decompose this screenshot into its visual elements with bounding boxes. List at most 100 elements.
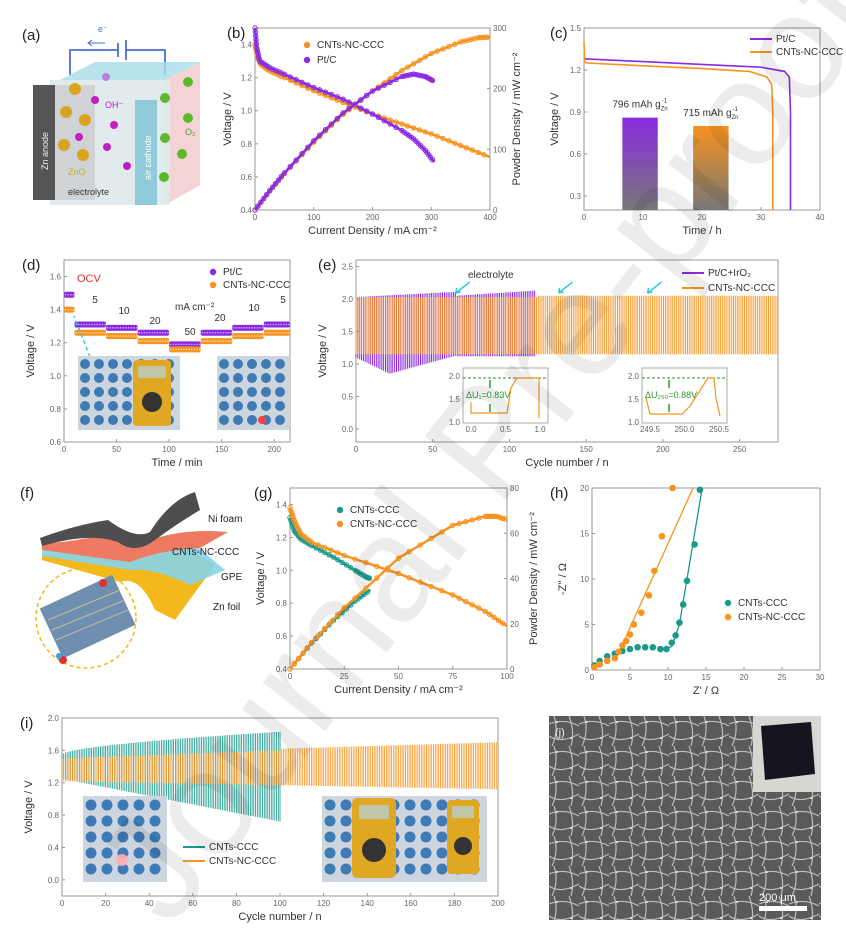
series-line-marker bbox=[287, 74, 293, 80]
photo-dot bbox=[80, 373, 90, 383]
step-segment bbox=[169, 341, 201, 348]
plot-frame bbox=[63, 259, 291, 443]
series-line-marker bbox=[416, 57, 423, 63]
series-line-marker bbox=[363, 108, 370, 114]
step-marker bbox=[235, 335, 238, 337]
step-marker bbox=[109, 335, 112, 337]
x-tick-label: 400 bbox=[483, 213, 497, 222]
y-tick-label: 0.4 bbox=[241, 206, 253, 215]
series-line-marker bbox=[374, 563, 380, 570]
ni-foam-layer bbox=[40, 492, 200, 549]
panel-a-schematic: (a) e⁻ Zn anode air cathode OH⁻ ZnO O₂ e… bbox=[0, 0, 220, 220]
legend-label: Pt/C bbox=[317, 55, 336, 66]
x-tick-label: 200 bbox=[491, 899, 505, 908]
step-marker bbox=[230, 340, 232, 342]
chart-svg: (i) 0 20 40 60 80 100 120 140 160 180 200 0.0 0.4 0.8 1… bbox=[20, 714, 505, 923]
data-point bbox=[669, 484, 676, 492]
air-cathode-plate bbox=[135, 100, 157, 205]
legend-label: CNTs-NC-CCC bbox=[209, 856, 276, 867]
photo-dot bbox=[436, 799, 448, 811]
y-tick-label: 1.2 bbox=[570, 66, 582, 75]
x-tick-label: 120 bbox=[317, 899, 331, 908]
multimeter-display bbox=[452, 806, 474, 818]
series-line-marker bbox=[429, 157, 436, 163]
photo-dot bbox=[275, 401, 285, 411]
step-marker bbox=[96, 323, 98, 326]
y-tick-label: 0.8 bbox=[50, 405, 62, 414]
photo-dot bbox=[85, 831, 97, 843]
step-marker bbox=[256, 327, 259, 329]
series-line-marker bbox=[486, 611, 493, 618]
step-marker bbox=[70, 293, 72, 296]
step-marker bbox=[232, 335, 235, 337]
y-tick-label: 1.2 bbox=[48, 779, 60, 788]
data-point bbox=[657, 645, 664, 653]
y-axis-title: Voltage / V bbox=[222, 92, 234, 146]
series-line-marker bbox=[381, 82, 387, 88]
series-line-marker bbox=[289, 510, 295, 516]
step-marker bbox=[85, 332, 88, 334]
series-line-marker bbox=[341, 552, 347, 559]
electrolyte-refill-arrow-icon bbox=[455, 281, 471, 294]
photo-dot bbox=[436, 847, 448, 859]
photo-dot bbox=[122, 359, 132, 369]
y-tick-label: 1.2 bbox=[241, 74, 253, 83]
legend-label: CNTs-NC-CCC bbox=[350, 519, 417, 530]
step-marker bbox=[133, 327, 135, 329]
series-line-marker bbox=[369, 88, 376, 94]
data-point bbox=[619, 642, 626, 649]
x-tick-label: 60 bbox=[188, 899, 197, 908]
step-marker bbox=[201, 340, 204, 342]
y-tick-label: 1.0 bbox=[241, 107, 253, 116]
y-axis-title: Voltage / V bbox=[317, 324, 329, 378]
photo-dot bbox=[80, 401, 90, 411]
step-marker bbox=[251, 327, 253, 329]
photo-dot bbox=[420, 831, 432, 843]
data-point bbox=[641, 643, 649, 651]
layer-label-zn-foil: Zn foil bbox=[213, 602, 240, 613]
step-marker bbox=[83, 323, 85, 326]
panel-label: (i) bbox=[20, 715, 33, 732]
photo-dot bbox=[94, 415, 104, 425]
zn-anode-plate bbox=[33, 85, 55, 200]
zno-label: ZnO bbox=[68, 167, 86, 177]
series-pt-c-iro2 bbox=[355, 290, 536, 374]
current-step-label: 20 bbox=[149, 316, 161, 327]
step-marker bbox=[196, 348, 198, 351]
step-marker bbox=[169, 348, 172, 351]
step-marker bbox=[193, 348, 196, 351]
step-marker bbox=[275, 332, 277, 334]
layer-label-ni-foam: Ni foam bbox=[208, 514, 242, 525]
y-tick-label: 1.4 bbox=[241, 41, 253, 50]
photo-dot bbox=[133, 799, 145, 811]
current-step-label: 20 bbox=[214, 313, 226, 324]
x-tick-label: 50 bbox=[112, 445, 121, 454]
chart-h-eis: (h) 0 5 10 15 20 25 30 0 5 10 15 20 Z' / Ω -Z'' / Ω CNT… bbox=[550, 470, 846, 700]
series-line-marker bbox=[434, 48, 440, 54]
x-tick-label: 75 bbox=[448, 672, 457, 681]
electron-label: e⁻ bbox=[98, 24, 108, 34]
series-line-marker bbox=[363, 92, 370, 99]
photo-dot bbox=[275, 373, 285, 383]
y-tick-label: 0.0 bbox=[48, 876, 60, 885]
step-marker bbox=[164, 332, 167, 334]
step-marker bbox=[93, 323, 96, 326]
series-line-marker bbox=[293, 76, 299, 83]
current-step-label: 10 bbox=[118, 306, 130, 317]
step-segment bbox=[74, 329, 107, 336]
y-axis-title: -Z'' / Ω bbox=[557, 563, 569, 595]
step-marker bbox=[83, 332, 85, 334]
step-marker bbox=[225, 340, 227, 342]
photo-dot bbox=[261, 359, 271, 369]
photo-dot bbox=[108, 373, 118, 383]
series-cnts-nc-ccc bbox=[61, 742, 497, 790]
x-tick-label: 50 bbox=[428, 445, 437, 454]
x-tick-label: 40 bbox=[145, 899, 154, 908]
chart-g-polarization: (g) 0 25 50 75 100 0.4 0.6 0.8 1.0 1.2 1.4 Current D… bbox=[250, 470, 550, 700]
series-line-marker bbox=[289, 512, 296, 519]
series-line-marker bbox=[294, 523, 300, 529]
photo-dot bbox=[420, 815, 432, 827]
multimeter-dial bbox=[142, 392, 162, 412]
y2-tick-label: 0 bbox=[493, 206, 498, 215]
series-line-marker bbox=[482, 608, 489, 615]
